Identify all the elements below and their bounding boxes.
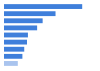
bars (4, 4, 82, 66)
chart (0, 0, 100, 71)
bar (4, 61, 18, 66)
bar (4, 33, 28, 38)
bar (4, 11, 56, 16)
bar (4, 4, 82, 9)
bar (4, 40, 27, 45)
bar (4, 47, 24, 52)
bar (4, 25, 37, 30)
bar (4, 18, 43, 23)
bar (4, 54, 22, 59)
